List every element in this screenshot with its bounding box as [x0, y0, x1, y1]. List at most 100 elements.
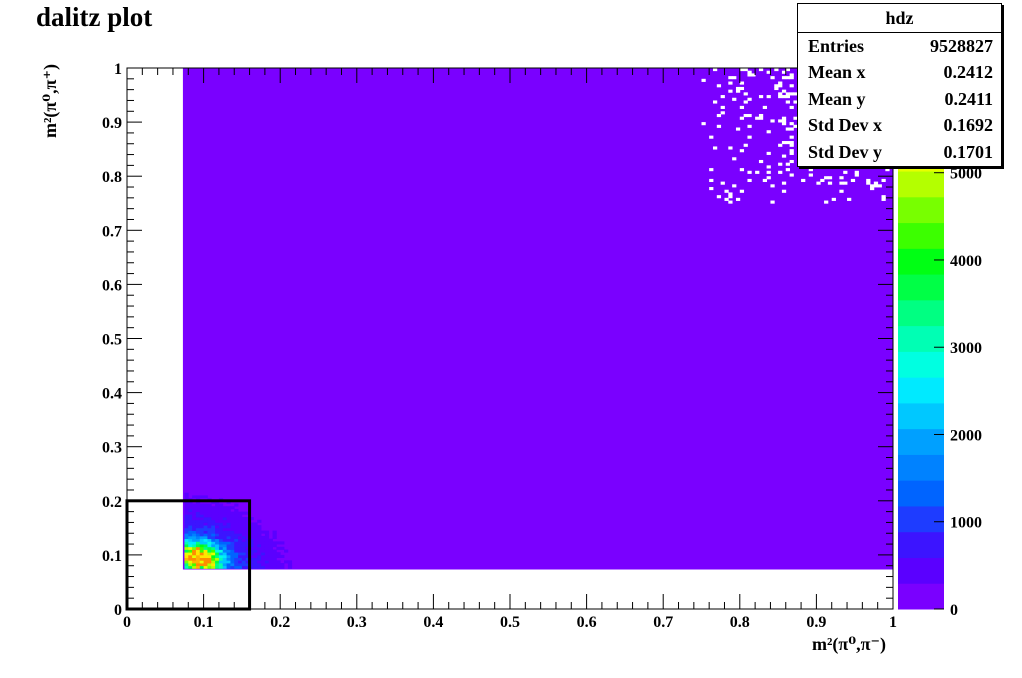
heatmap-cell: [215, 508, 220, 513]
heatmap-empty-cell: [866, 178, 871, 183]
heatmap-cell: [234, 530, 239, 534]
heatmap-cell: [249, 541, 254, 545]
heatmap-empty-cell: [743, 113, 748, 118]
heatmap-cell: [253, 563, 258, 567]
heatmap-empty-cell: [720, 181, 725, 185]
heatmap-empty-cell: [724, 197, 729, 201]
heatmap-cell: [261, 541, 266, 545]
heatmap-empty-cell: [732, 184, 737, 188]
heatmap-cell: [222, 546, 227, 550]
stats-title: hdz: [798, 4, 1001, 33]
heatmap-cell: [268, 565, 273, 569]
colorbar-band: [898, 171, 944, 198]
heatmap-cell: [264, 554, 270, 559]
heatmap-cell: [226, 527, 231, 531]
heatmap-cell: [184, 500, 189, 504]
heatmap-empty-cell: [728, 76, 733, 80]
heatmap-empty-cell: [770, 119, 775, 123]
heatmap-cell: [199, 522, 204, 526]
heatmap-empty-cell: [743, 92, 748, 96]
heatmap-cell: [184, 549, 189, 553]
heatmap-cell: [222, 563, 227, 567]
heatmap-cell: [203, 503, 208, 507]
heatmap-cell: [199, 538, 204, 542]
heatmap-cell: [238, 530, 243, 534]
heatmap-cell: [188, 503, 193, 507]
heatmap-cell: [249, 546, 254, 550]
heatmap-empty-cell: [758, 116, 764, 120]
heatmap-empty-cell: [824, 176, 829, 180]
heatmap-cell: [234, 560, 239, 564]
heatmap-empty-cell: [881, 197, 886, 201]
heatmap-cell: [230, 533, 235, 537]
heatmap-cell: [238, 519, 243, 523]
heatmap-empty-cell: [831, 197, 836, 201]
heatmap-empty-cell: [739, 105, 745, 109]
heatmap-cell: [230, 527, 235, 531]
heatmap-cell: [234, 503, 239, 507]
heatmap-cell: [253, 557, 258, 561]
heatmap-cell: [261, 554, 266, 559]
heatmap-cell: [245, 552, 250, 556]
heatmap-cell: [253, 549, 258, 553]
heatmap-cell: [207, 549, 212, 553]
heatmap-cell: [226, 546, 231, 550]
heatmap-cell: [238, 514, 243, 518]
heatmap-cell: [249, 533, 254, 537]
heatmap-cell: [230, 549, 235, 553]
heatmap-empty-cell: [747, 73, 752, 77]
heatmap-cell: [195, 506, 201, 510]
heatmap-cell: [253, 527, 258, 531]
heatmap-cell: [184, 557, 189, 561]
heatmap-empty-cell: [728, 89, 733, 93]
heatmap-empty-cell: [789, 127, 794, 131]
heatmap-cell: [241, 519, 247, 523]
heatmap-cell: [184, 503, 189, 507]
colorbar-band: [898, 351, 944, 378]
heatmap-cell: [268, 557, 273, 561]
heatmap-cell: [203, 563, 208, 567]
heatmap-cell: [195, 503, 201, 507]
heatmap-empty-cell: [774, 84, 779, 88]
heatmap-empty-cell: [789, 149, 794, 153]
heatmap-empty-cell: [778, 95, 783, 99]
heatmap-empty-cell: [839, 181, 844, 185]
heatmap-cell: [188, 565, 193, 569]
heatmap-empty-cell: [743, 100, 748, 104]
heatmap-cell: [218, 565, 224, 569]
heatmap-cell: [222, 544, 227, 548]
heatmap-empty-cell: [778, 170, 783, 174]
heatmap-cell: [203, 506, 208, 510]
heatmap-cell: [199, 552, 204, 556]
heatmap-cell: [215, 533, 220, 537]
heatmap-cell: [184, 560, 189, 564]
heatmap-cell: [199, 511, 204, 515]
heatmap-cell: [238, 538, 243, 542]
heatmap-cell: [272, 565, 277, 569]
heatmap-cell: [230, 511, 235, 515]
heatmap-cell: [192, 546, 197, 550]
heatmap-empty-cell: [827, 176, 833, 180]
y-tick-label: 0.3: [102, 440, 122, 457]
x-axis-label: m²(π⁰,π⁻): [812, 634, 886, 654]
heatmap-cell: [192, 495, 197, 499]
heatmap-cell: [234, 546, 239, 550]
heatmap-cell: [257, 538, 262, 542]
heatmap-cell: [192, 563, 197, 567]
stats-value: 0.2411: [944, 88, 993, 109]
heatmap-empty-cell: [720, 105, 725, 109]
heatmap-cell: [253, 525, 258, 529]
heatmap-cell: [272, 557, 277, 561]
heatmap-cell: [222, 549, 227, 553]
heatmap-cell: [268, 560, 273, 564]
x-tick-label: 0: [123, 614, 131, 631]
stats-row-entries: Entries 9528827: [798, 33, 1001, 59]
heatmap-cell: [203, 565, 208, 569]
heatmap-cell: [234, 527, 239, 531]
heatmap-cell: [253, 538, 258, 542]
heatmap-cell: [203, 508, 208, 513]
heatmap-cell: [241, 538, 247, 542]
heatmap-cell: [211, 538, 216, 542]
heatmap-cell: [268, 563, 273, 567]
heatmap-empty-cell: [766, 95, 771, 99]
